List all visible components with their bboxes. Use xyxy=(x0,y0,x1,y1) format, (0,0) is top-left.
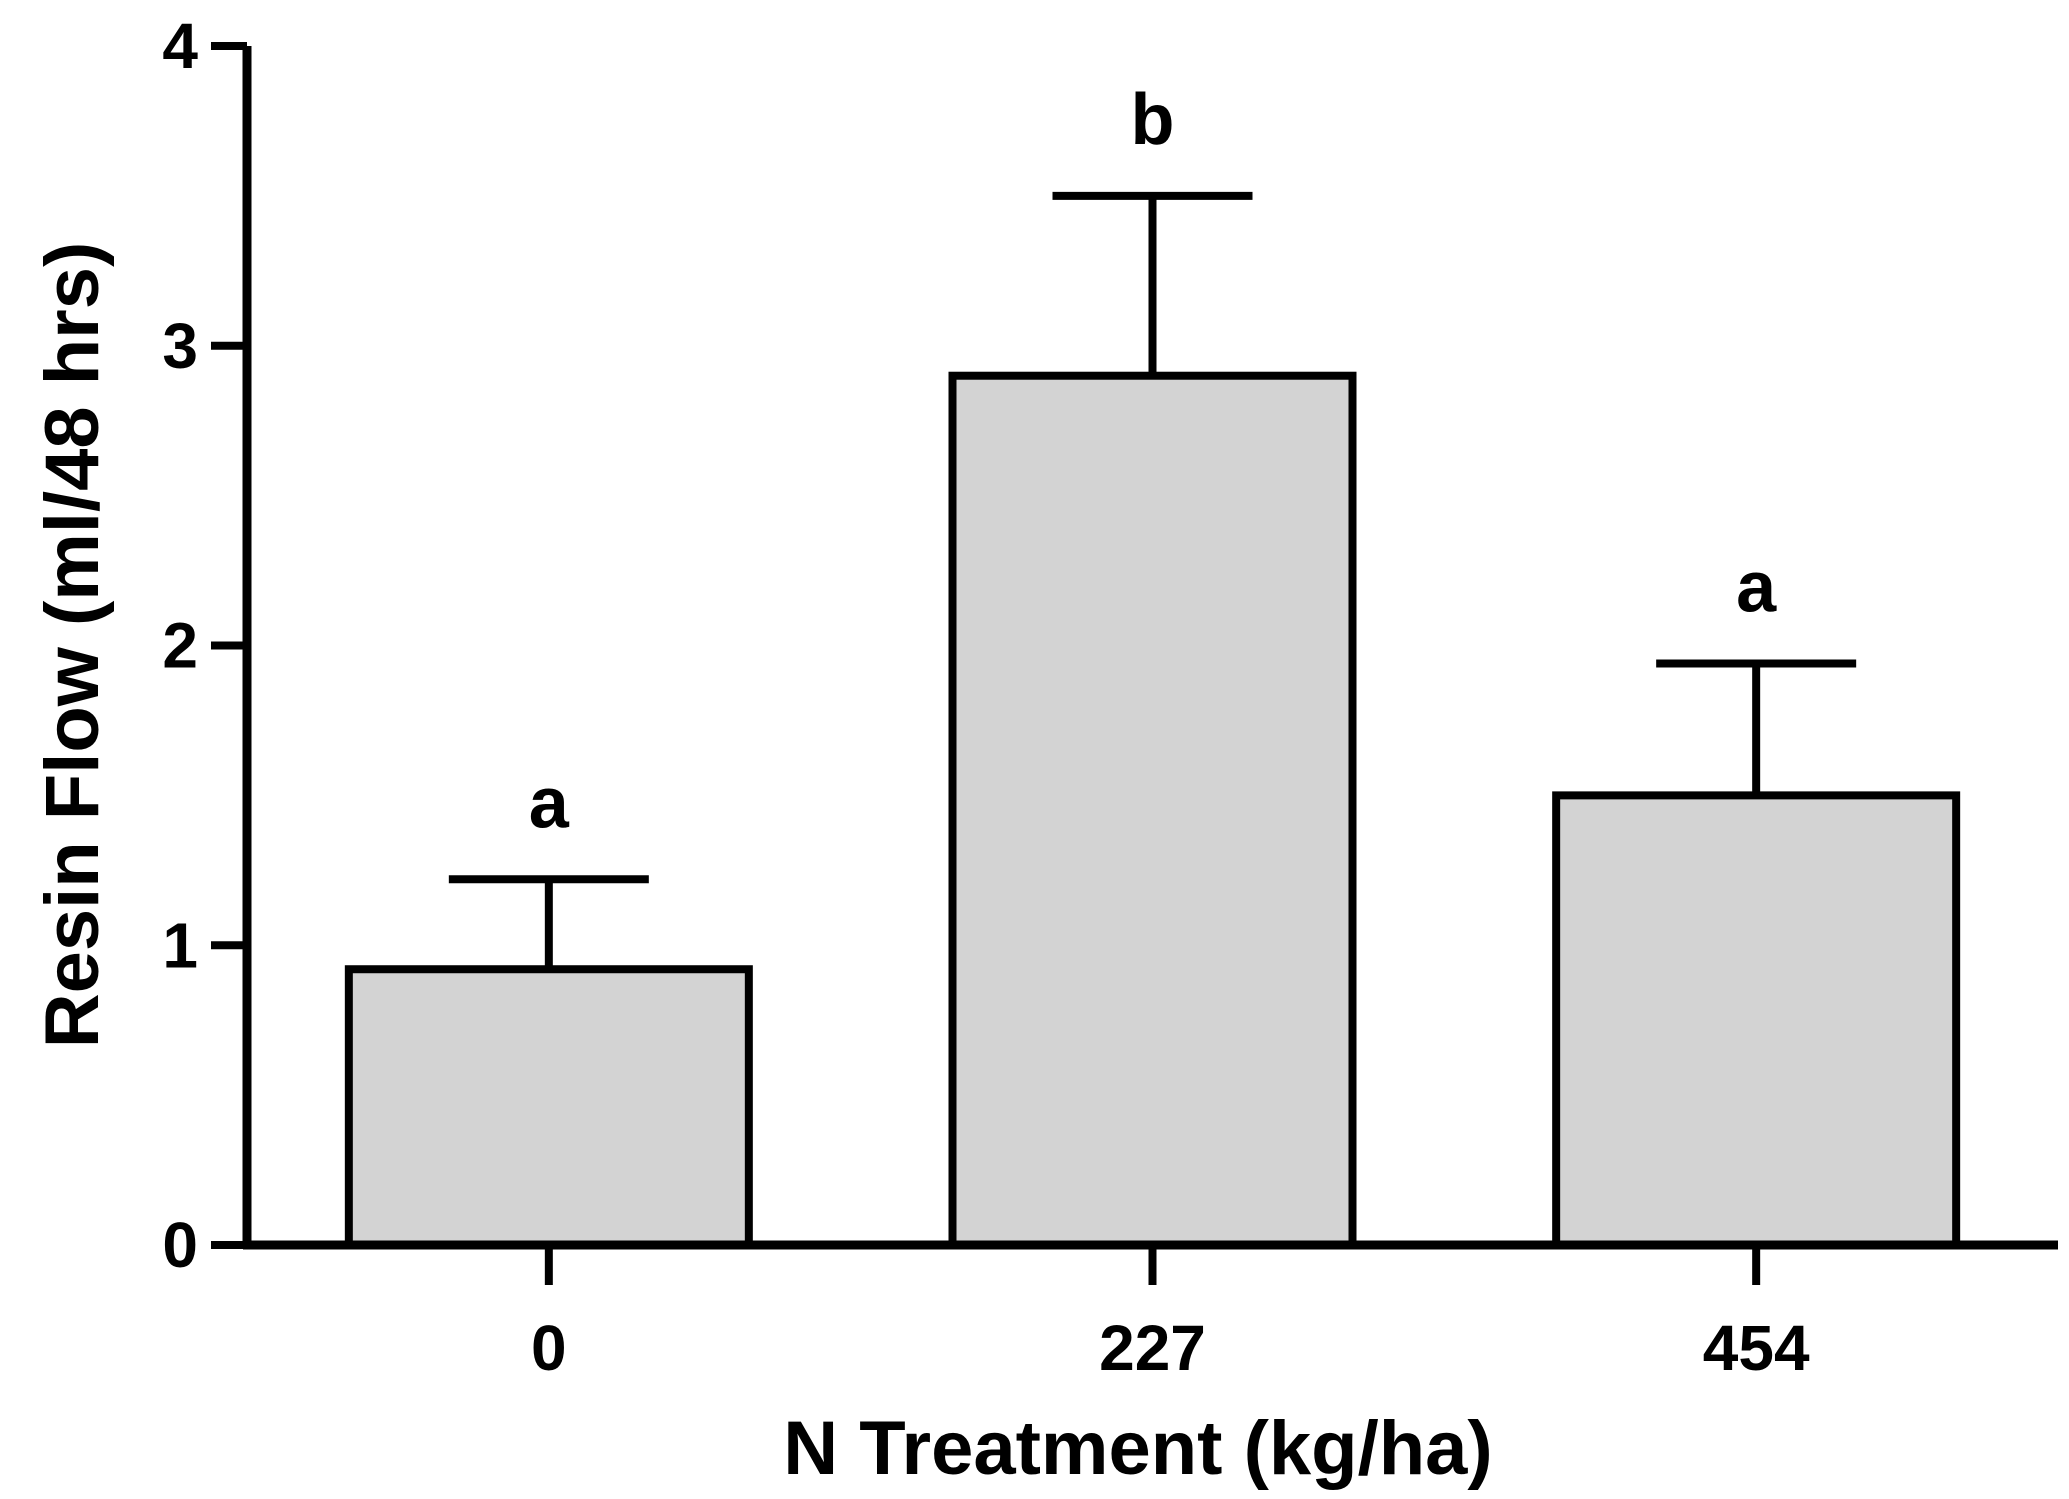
y-tick-label: 1 xyxy=(162,909,198,981)
bar xyxy=(948,371,1357,1250)
y-tick-label: 2 xyxy=(162,610,198,682)
y-tick-label: 3 xyxy=(162,310,198,382)
x-tick-label: 454 xyxy=(1703,1312,1810,1384)
significance-label: a xyxy=(529,763,570,843)
x-tick-label: 227 xyxy=(1099,1312,1206,1384)
significance-label: a xyxy=(1736,547,1777,627)
bar xyxy=(1552,791,1961,1249)
y-axis-title: Resin Flow (ml/48 hrs) xyxy=(30,242,115,1049)
plot-area: a 0 b 227 a 454 0 1 2 3 4 xyxy=(162,10,2058,1384)
y-tick-label: 0 xyxy=(162,1209,198,1281)
x-axis-title: N Treatment (kg/ha) xyxy=(783,1406,1492,1491)
x-tick-label: 0 xyxy=(531,1312,567,1384)
y-tick-label: 4 xyxy=(162,10,198,82)
significance-label: b xyxy=(1131,80,1175,160)
bar xyxy=(344,965,753,1249)
